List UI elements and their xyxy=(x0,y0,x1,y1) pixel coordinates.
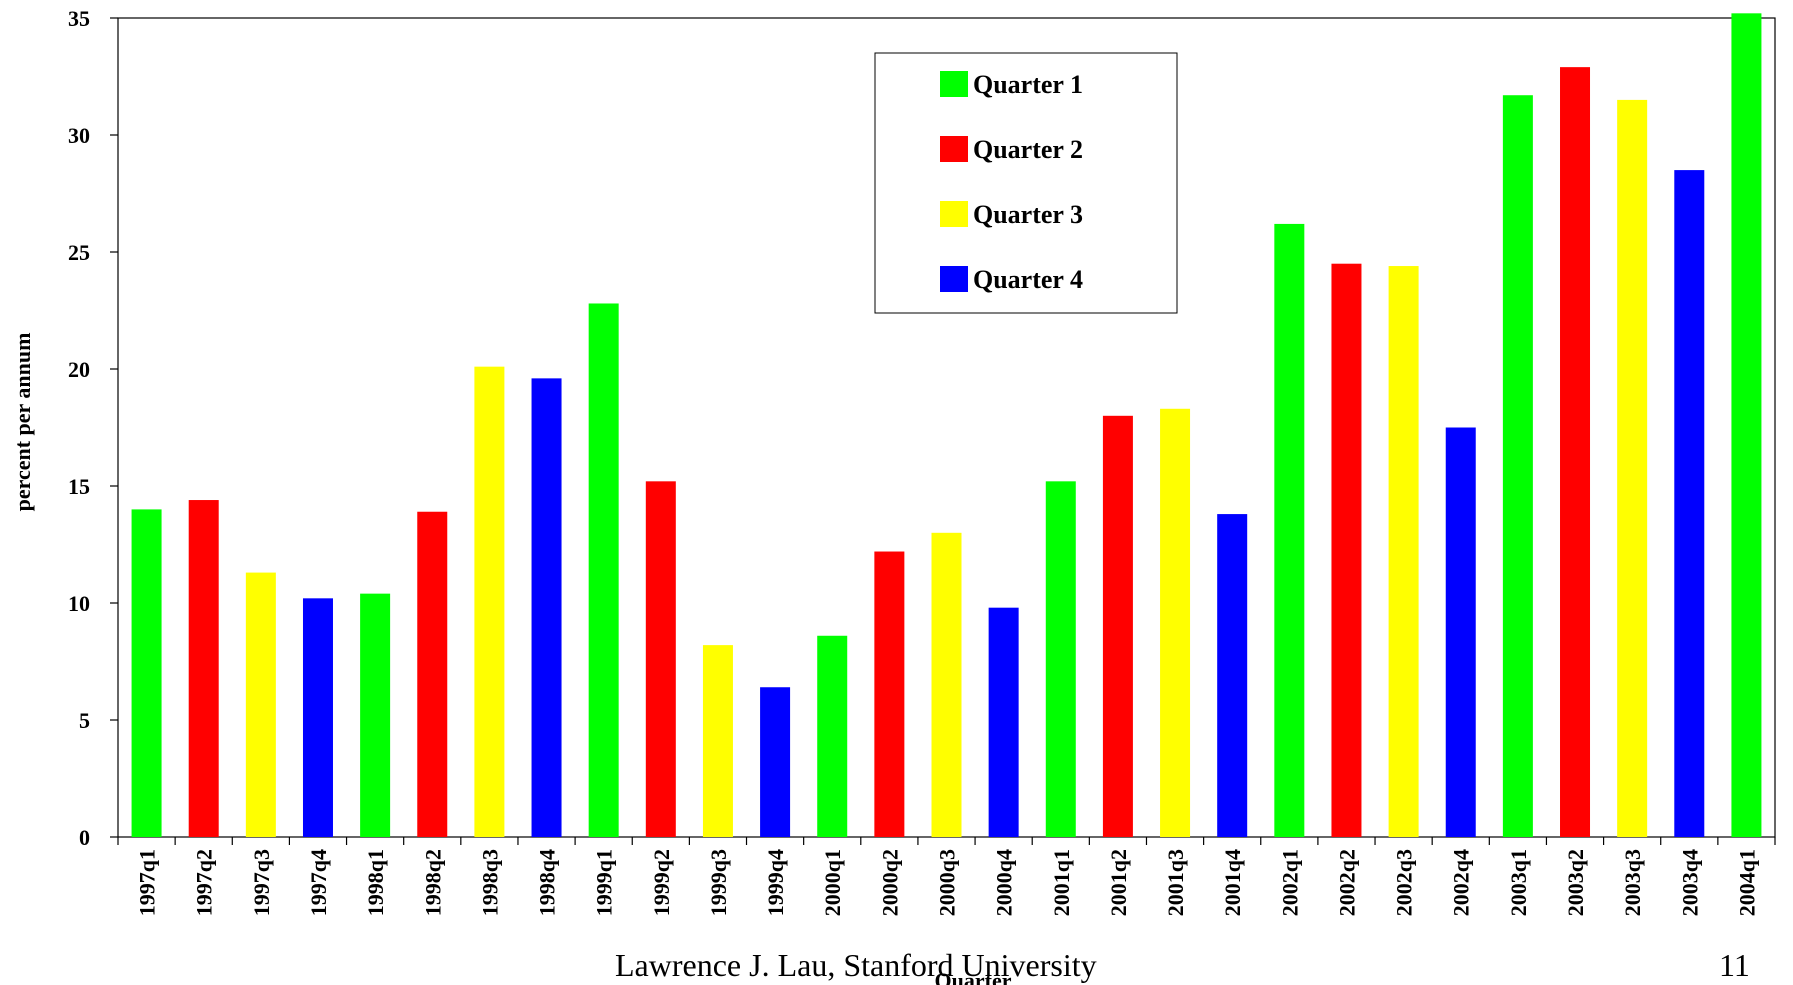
x-tick-label: 1997q1 xyxy=(135,849,160,916)
legend-swatch-3 xyxy=(940,201,968,227)
x-tick-label: 2002q3 xyxy=(1392,849,1417,916)
x-tick-label: 1997q2 xyxy=(192,849,217,916)
bar-2000q4 xyxy=(988,607,1019,837)
legend-swatch-4 xyxy=(940,266,968,292)
x-tick-label: 2000q3 xyxy=(935,849,960,916)
page-number: 11 xyxy=(1719,947,1750,983)
x-tick-label: 1998q3 xyxy=(477,849,502,916)
y-tick-label: 5 xyxy=(79,708,90,733)
x-tick-label: 1999q3 xyxy=(706,849,731,916)
x-tick-label: 2001q4 xyxy=(1220,849,1245,916)
bar-2002q4 xyxy=(1445,427,1476,837)
y-tick-label: 35 xyxy=(68,6,90,31)
bar-1998q2 xyxy=(417,511,448,837)
legend-label-2: Quarter 2 xyxy=(973,135,1083,164)
x-tick-label: 1999q2 xyxy=(649,849,674,916)
bar-2002q3 xyxy=(1388,266,1419,837)
bar-1998q3 xyxy=(474,366,505,837)
bar-2000q3 xyxy=(931,532,962,837)
y-tick-label: 20 xyxy=(68,357,90,382)
x-tick-label: 2000q4 xyxy=(992,849,1017,916)
y-tick-label: 10 xyxy=(68,591,90,616)
x-tick-label: 1998q2 xyxy=(420,849,445,916)
legend-swatch-2 xyxy=(940,136,968,162)
bar-2002q2 xyxy=(1331,263,1362,837)
x-tick-label: 1999q4 xyxy=(763,849,788,916)
x-tick-label: 2003q2 xyxy=(1563,849,1588,916)
bar-1997q1 xyxy=(131,509,162,837)
x-tick-label: 2000q2 xyxy=(877,849,902,916)
x-tick-label: 1997q4 xyxy=(306,849,331,916)
x-tick-label: 2001q2 xyxy=(1106,849,1131,916)
x-tick-label: 1998q4 xyxy=(535,849,560,916)
x-tick-label: 2001q3 xyxy=(1163,849,1188,916)
x-axis: 1997q1 1997q2 1997q3 1997q4 1998q1 1998q2 1998… xyxy=(117,837,1776,916)
bar-2001q3 xyxy=(1160,408,1191,837)
bar-1997q3 xyxy=(245,572,276,837)
bar-2003q1 xyxy=(1502,95,1533,838)
bar-1998q1 xyxy=(360,593,391,837)
bar-2001q4 xyxy=(1217,514,1248,837)
x-tick-label: 2003q1 xyxy=(1506,849,1531,916)
legend-swatch-1 xyxy=(940,71,968,97)
y-axis-title: percent per annum xyxy=(10,333,35,512)
bar-2003q2 xyxy=(1560,67,1591,837)
bar-2001q1 xyxy=(1045,481,1076,837)
y-tick-label: 0 xyxy=(79,825,90,850)
x-tick-label: 2004q1 xyxy=(1734,849,1759,916)
legend-label-4: Quarter 4 xyxy=(973,265,1083,294)
bar-2003q3 xyxy=(1617,99,1648,837)
bar-2003q4 xyxy=(1674,170,1705,838)
x-tick-label: 1999q1 xyxy=(592,849,617,916)
legend: Quarter 1 Quarter 2 Quarter 3 Quarter 4 xyxy=(874,52,1178,314)
legend-box xyxy=(874,52,1178,314)
x-tick-label: 2002q4 xyxy=(1449,849,1474,916)
x-tick-label: 2002q2 xyxy=(1334,849,1359,916)
x-tick-label: 1997q3 xyxy=(249,849,274,916)
footer-author: Lawrence J. Lau, Stanford University xyxy=(615,947,1097,983)
x-tick-label: 2003q3 xyxy=(1620,849,1645,916)
y-tick-label: 15 xyxy=(68,474,90,499)
legend-label-1: Quarter 1 xyxy=(973,70,1083,99)
bar-1999q3 xyxy=(702,645,733,837)
y-tick-label: 30 xyxy=(68,123,90,148)
bar-1999q1 xyxy=(588,303,619,838)
x-tick-label: 1998q1 xyxy=(363,849,388,916)
x-tick-label: 2001q1 xyxy=(1049,849,1074,916)
bars xyxy=(131,13,1762,838)
bar-2004q1 xyxy=(1731,13,1762,837)
bar-1997q2 xyxy=(188,500,219,837)
bar-2001q2 xyxy=(1102,415,1133,837)
x-tick-label: 2000q1 xyxy=(820,849,845,916)
y-tick-label: 25 xyxy=(68,240,90,265)
bar-1997q4 xyxy=(302,598,333,837)
bar-2000q2 xyxy=(874,551,905,837)
bar-2002q1 xyxy=(1274,223,1305,838)
x-tick-label: 2003q4 xyxy=(1677,849,1702,916)
legend-label-3: Quarter 3 xyxy=(973,200,1083,229)
bar-2000q1 xyxy=(817,635,848,837)
bar-1999q2 xyxy=(645,481,676,837)
x-tick-label: 2002q1 xyxy=(1277,849,1302,916)
y-axis: 0 5 10 15 20 25 30 35 xyxy=(68,6,118,850)
x-axis-title: Quarter xyxy=(935,968,1012,985)
bar-1999q4 xyxy=(760,687,791,837)
bar-1998q4 xyxy=(531,378,562,837)
